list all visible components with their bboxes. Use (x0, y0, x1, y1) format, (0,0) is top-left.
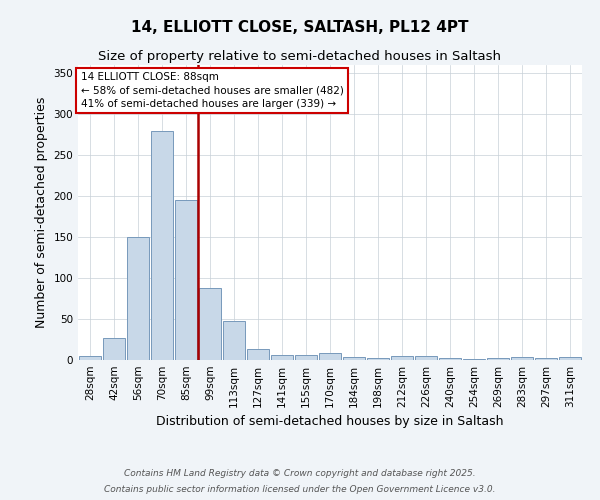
Bar (463, 359, 485, 360)
Bar (391, 356, 413, 360)
Text: Contains HM Land Registry data © Crown copyright and database right 2025.: Contains HM Land Registry data © Crown c… (124, 468, 476, 477)
Bar (103, 338, 125, 360)
Bar (559, 356, 581, 360)
Y-axis label: Number of semi-detached properties: Number of semi-detached properties (35, 97, 48, 328)
X-axis label: Distribution of semi-detached houses by size in Saltash: Distribution of semi-detached houses by … (156, 416, 504, 428)
Bar (199, 288, 221, 360)
Bar (79, 356, 101, 360)
Text: Contains public sector information licensed under the Open Government Licence v3: Contains public sector information licen… (104, 485, 496, 494)
Bar (223, 320, 245, 360)
Bar (271, 355, 293, 360)
Bar (511, 356, 533, 360)
Bar (367, 358, 389, 360)
Text: Size of property relative to semi-detached houses in Saltash: Size of property relative to semi-detach… (98, 50, 502, 63)
Bar (319, 354, 341, 360)
Bar (247, 350, 269, 360)
Bar (151, 130, 173, 360)
Bar (175, 200, 197, 360)
Bar (295, 355, 317, 360)
Text: 14 ELLIOTT CLOSE: 88sqm
← 58% of semi-detached houses are smaller (482)
41% of s: 14 ELLIOTT CLOSE: 88sqm ← 58% of semi-de… (80, 72, 343, 109)
Bar (415, 356, 437, 360)
Bar (439, 358, 461, 360)
Text: 14, ELLIOTT CLOSE, SALTASH, PL12 4PT: 14, ELLIOTT CLOSE, SALTASH, PL12 4PT (131, 20, 469, 35)
Bar (127, 237, 149, 360)
Bar (487, 358, 509, 360)
Bar (343, 356, 365, 360)
Bar (535, 358, 557, 360)
